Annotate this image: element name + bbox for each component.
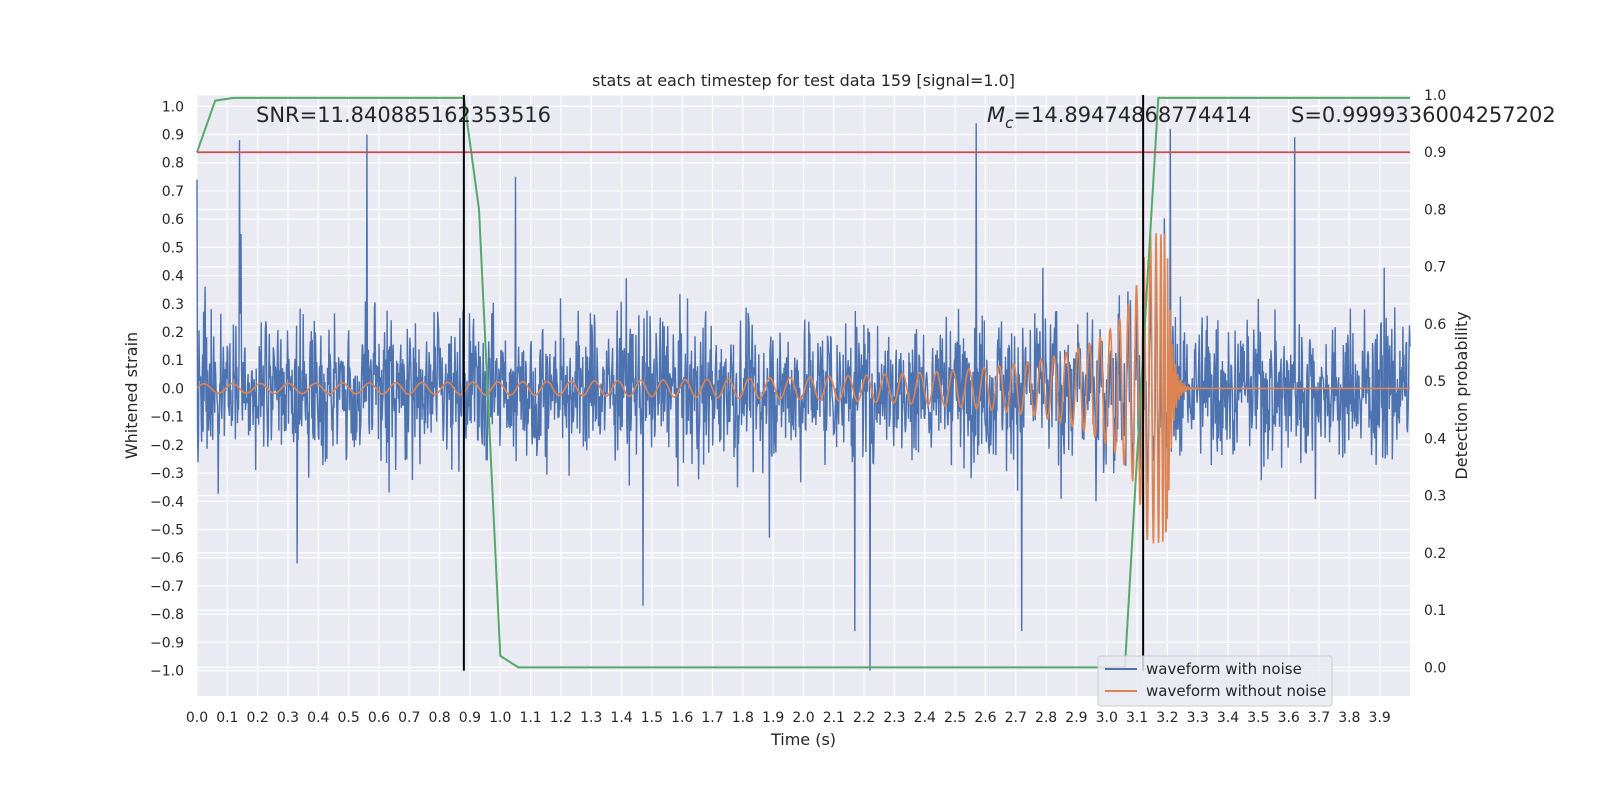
probability-line xyxy=(196,96,1410,669)
y-right-tick-label: 0.5 xyxy=(1424,374,1446,390)
chirp-mass-value: =14.89474868774414 xyxy=(1013,103,1251,127)
legend: waveform with noise waveform without noi… xyxy=(1097,655,1333,707)
y-tick-label: −0.5 xyxy=(150,523,184,539)
x-tick-label: 1.4 xyxy=(610,710,632,726)
probability-series xyxy=(196,96,1410,669)
y-tick-label: 1.0 xyxy=(162,99,184,115)
y-right-tick-label: 0.3 xyxy=(1424,489,1446,505)
y-right-tick-label: 0.9 xyxy=(1424,145,1446,161)
x-tick-label: 0.6 xyxy=(368,710,390,726)
x-axis-label: Time (s) xyxy=(770,730,836,749)
x-tick-label: 1.3 xyxy=(580,710,602,726)
y-tick-label: −0.2 xyxy=(150,438,184,454)
y-tick-label: −0.1 xyxy=(150,410,184,426)
y-tick-label: 0.3 xyxy=(162,297,184,313)
x-tick-label: 2.0 xyxy=(792,710,814,726)
chirp-mass-annotation: Mc=14.89474868774414 xyxy=(987,103,1251,132)
x-tick-label: 2.4 xyxy=(914,710,936,726)
y-tick-label: 0.6 xyxy=(162,212,184,228)
x-tick-label: 2.1 xyxy=(823,710,845,726)
y-tick-label: −1.0 xyxy=(150,664,184,680)
x-tick-label: 3.6 xyxy=(1278,710,1300,726)
x-tick-label: 2.3 xyxy=(883,710,905,726)
y-tick-label: 0.2 xyxy=(162,325,184,341)
y-tick-label: −0.9 xyxy=(150,635,184,651)
x-tick-label: 0.8 xyxy=(428,710,450,726)
x-tick-label: 1.7 xyxy=(701,710,723,726)
x-tick-label: 1.5 xyxy=(641,710,663,726)
x-tick-label: 3.4 xyxy=(1217,710,1239,726)
chirp-mass-subscript: c xyxy=(1005,114,1014,132)
y-tick-label: −0.6 xyxy=(150,551,184,567)
y-axis-right-label: Detection probability xyxy=(1452,311,1471,479)
y-tick-label: −0.3 xyxy=(150,466,184,482)
snr-annotation: SNR=11.840885162353516 xyxy=(256,103,551,127)
score-annotation: S=0.9999336004257202 xyxy=(1291,103,1556,127)
y-tick-label: 0.8 xyxy=(162,156,184,172)
legend-label-clean: waveform without noise xyxy=(1146,682,1326,700)
y-right-tick-label: 0.8 xyxy=(1424,202,1446,218)
x-tick-label: 2.9 xyxy=(1065,710,1087,726)
y-tick-label: 0.7 xyxy=(162,184,184,200)
x-tick-label: 3.8 xyxy=(1338,710,1360,726)
x-tick-label: 3.7 xyxy=(1308,710,1330,726)
x-tick-label: 0.1 xyxy=(216,710,238,726)
y-right-tick-label: 1.0 xyxy=(1424,88,1446,104)
x-tick-label: 3.0 xyxy=(1096,710,1118,726)
x-tick-label: 0.3 xyxy=(277,710,299,726)
x-tick-label: 1.6 xyxy=(671,710,693,726)
x-tick-label: 3.3 xyxy=(1187,710,1209,726)
y-right-tick-label: 0.0 xyxy=(1424,660,1446,676)
x-tick-label: 0.0 xyxy=(186,710,208,726)
clean-waveform-series xyxy=(196,233,1410,544)
x-tick-label: 3.5 xyxy=(1247,710,1269,726)
x-tick-label: 1.0 xyxy=(489,710,511,726)
y-right-tick-label: 0.7 xyxy=(1424,260,1446,276)
x-tick-label: 2.2 xyxy=(853,710,875,726)
x-tick-label: 3.9 xyxy=(1369,710,1391,726)
x-tick-label: 0.2 xyxy=(247,710,269,726)
y-axis-label: Whitened strain xyxy=(122,332,141,459)
x-tick-label: 2.6 xyxy=(974,710,996,726)
noisy-waveform-series xyxy=(196,123,1411,671)
y-tick-label: 0.5 xyxy=(162,240,184,256)
clean-waveform-line xyxy=(196,233,1410,544)
x-tick-label: 2.7 xyxy=(1005,710,1027,726)
x-tick-label: 1.9 xyxy=(762,710,784,726)
y-right-tick-label: 0.6 xyxy=(1424,317,1446,333)
tick-labels: 0.0 0.1 0.2 0.3 0.4 0.5 0.6 0.7 0.8 0.9 1.0 1.1 1.2 1… xyxy=(150,88,1446,726)
x-tick-label: 0.9 xyxy=(459,710,481,726)
y-tick-label: 0.0 xyxy=(162,381,184,397)
x-tick-label: 0.4 xyxy=(307,710,329,726)
x-tick-label: 1.2 xyxy=(550,710,572,726)
x-tick-label: 0.7 xyxy=(398,710,420,726)
reference-lines xyxy=(197,95,1410,671)
x-tick-label: 1.1 xyxy=(519,710,541,726)
x-tick-label: 3.1 xyxy=(1126,710,1148,726)
y-right-tick-label: 0.4 xyxy=(1424,431,1446,447)
y-tick-label: −0.8 xyxy=(150,607,184,623)
y-right-tick-label: 0.1 xyxy=(1424,603,1446,619)
x-tick-label: 2.8 xyxy=(1035,710,1057,726)
x-tick-label: 0.5 xyxy=(337,710,359,726)
y-tick-label: −0.4 xyxy=(150,494,184,510)
x-tick-label: 3.2 xyxy=(1156,710,1178,726)
x-tick-label: 2.5 xyxy=(944,710,966,726)
x-tick-label: 1.8 xyxy=(732,710,754,726)
y-right-tick-label: 0.2 xyxy=(1424,546,1446,562)
y-tick-label: 0.4 xyxy=(162,269,184,285)
chart-title: stats at each timestep for test data 159… xyxy=(592,71,1015,90)
y-tick-label: 0.1 xyxy=(162,353,184,369)
noisy-waveform-line xyxy=(196,123,1411,671)
legend-box xyxy=(1097,655,1333,707)
y-tick-label: −0.7 xyxy=(150,579,184,595)
legend-label-noisy: waveform with noise xyxy=(1146,660,1302,678)
chirp-mass-symbol: M xyxy=(987,103,1005,127)
y-tick-label: 0.9 xyxy=(162,128,184,144)
